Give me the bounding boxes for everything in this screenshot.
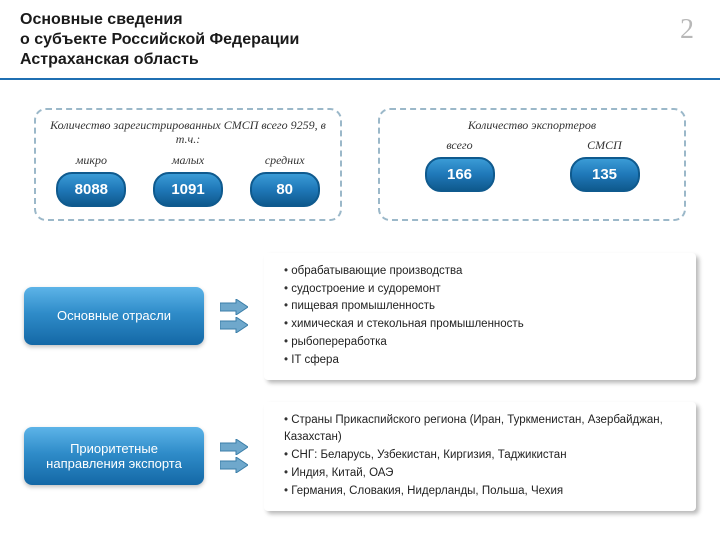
title-line-3: Астраханская область	[20, 51, 199, 68]
industries-bullets: обрабатывающие производствасудостроение …	[264, 253, 696, 380]
title-line-2: о субъекте Российской Федерации	[20, 31, 299, 48]
export-bullets: Страны Прикаспийского региона (Иран, Тур…	[264, 402, 696, 511]
arrow-icon-group	[220, 299, 248, 333]
pill-col: всего 166	[390, 138, 529, 192]
bullet-item: пищевая промышленность	[282, 298, 682, 316]
arrow-right-icon	[220, 439, 248, 455]
bullet-item: Страны Прикаспийского региона (Иран, Тур…	[282, 412, 682, 448]
export-label: Приоритетные направления экспорта	[24, 427, 204, 485]
pill-value: 166	[425, 157, 495, 192]
pill-label: всего	[390, 138, 529, 153]
bullet-item: рыбопереработка	[282, 334, 682, 352]
pill-label: микро	[46, 153, 137, 168]
pill-value: 1091	[153, 172, 223, 207]
industries-section: Основные отрасли обрабатывающие производ…	[0, 231, 720, 380]
title-line-1: Основные сведения	[20, 11, 183, 28]
arrow-right-icon	[220, 299, 248, 315]
arrow-icon-group	[220, 439, 248, 473]
exporters-group: Количество экспортеров всего 166 СМСП 13…	[378, 108, 686, 221]
bullet-item: обрабатывающие производства	[282, 263, 682, 281]
arrow-right-icon	[220, 317, 248, 333]
bullet-item: IT сфера	[282, 352, 682, 370]
bullet-item: СНГ: Беларусь, Узбекистан, Киргизия, Тад…	[282, 447, 682, 465]
industries-label: Основные отрасли	[24, 287, 204, 345]
pill-label: средних	[239, 153, 330, 168]
pill-label: СМСП	[535, 138, 674, 153]
pill-col: средних 80	[239, 153, 330, 207]
header: Основные сведения о субъекте Российской …	[0, 0, 720, 80]
pill-label: малых	[143, 153, 234, 168]
pill-value: 80	[250, 172, 320, 207]
page-number: 2	[680, 14, 694, 46]
pill-col: микро 8088	[46, 153, 137, 207]
pill-col: малых 1091	[143, 153, 234, 207]
page-title: Основные сведения о субъекте Российской …	[20, 10, 700, 70]
exporters-group-title: Количество экспортеров	[390, 118, 674, 132]
smsp-group: Количество зарегистрированных СМСП всего…	[34, 108, 342, 221]
export-section: Приоритетные направления экспорта Страны…	[0, 380, 720, 511]
bullet-list: Страны Прикаспийского региона (Иран, Тур…	[282, 412, 682, 501]
pill-value: 8088	[56, 172, 126, 207]
bullet-item: Индия, Китай, ОАЭ	[282, 465, 682, 483]
smsp-pill-row: микро 8088 малых 1091 средних 80	[46, 153, 330, 207]
bullet-item: судостроение и судоремонт	[282, 281, 682, 299]
smsp-group-title: Количество зарегистрированных СМСП всего…	[46, 118, 330, 147]
bullet-item: химическая и стекольная промышленность	[282, 316, 682, 334]
pill-col: СМСП 135	[535, 138, 674, 192]
pill-value: 135	[570, 157, 640, 192]
bullet-list: обрабатывающие производствасудостроение …	[282, 263, 682, 370]
bullet-item: Германия, Словакия, Нидерланды, Польша, …	[282, 483, 682, 501]
stats-row: Количество зарегистрированных СМСП всего…	[0, 80, 720, 221]
arrow-right-icon	[220, 457, 248, 473]
exporters-pill-row: всего 166 СМСП 135	[390, 138, 674, 192]
